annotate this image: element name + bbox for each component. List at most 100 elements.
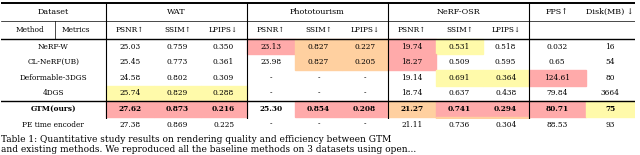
Bar <box>246 39 296 54</box>
Text: 79.84: 79.84 <box>547 89 568 97</box>
Text: 23.13: 23.13 <box>260 43 282 51</box>
Text: 4DGS: 4DGS <box>42 89 64 97</box>
Text: 0.736: 0.736 <box>449 121 470 129</box>
Text: 0.65: 0.65 <box>549 58 566 66</box>
Text: 80.71: 80.71 <box>546 105 569 113</box>
Text: 0.350: 0.350 <box>213 43 234 51</box>
Bar <box>483 117 529 132</box>
Bar <box>436 117 483 132</box>
Text: CL-NeRF(UB): CL-NeRF(UB) <box>27 58 79 66</box>
Text: 0.595: 0.595 <box>495 58 516 66</box>
Bar <box>200 101 246 117</box>
Text: 0.827: 0.827 <box>308 43 329 51</box>
Text: 0.216: 0.216 <box>212 105 235 113</box>
Bar <box>388 39 436 54</box>
Text: 0.827: 0.827 <box>308 58 329 66</box>
Text: 88.53: 88.53 <box>547 121 568 129</box>
Text: 23.98: 23.98 <box>260 58 282 66</box>
Text: -: - <box>364 74 366 82</box>
Text: 0.854: 0.854 <box>307 105 330 113</box>
Text: 93: 93 <box>605 121 615 129</box>
Text: 0.309: 0.309 <box>213 74 234 82</box>
Text: -: - <box>317 121 320 129</box>
Text: -: - <box>270 74 272 82</box>
Text: 21.27: 21.27 <box>401 105 424 113</box>
Bar <box>529 101 586 117</box>
Text: -: - <box>317 74 320 82</box>
Text: -: - <box>364 89 366 97</box>
Bar <box>342 39 388 54</box>
Text: 0.518: 0.518 <box>495 43 516 51</box>
Text: 19.74: 19.74 <box>401 43 423 51</box>
Text: 21.11: 21.11 <box>401 121 422 129</box>
Text: 27.38: 27.38 <box>120 121 141 129</box>
Text: 3664: 3664 <box>601 89 620 97</box>
Bar <box>296 39 342 54</box>
Text: 0.773: 0.773 <box>167 58 188 66</box>
Text: 0.304: 0.304 <box>495 121 516 129</box>
Bar <box>483 101 529 117</box>
Text: WAT: WAT <box>167 8 186 16</box>
Bar <box>436 70 483 86</box>
Text: 0.869: 0.869 <box>167 121 188 129</box>
Text: FPS↑: FPS↑ <box>546 8 569 16</box>
Bar <box>200 86 246 101</box>
Text: Method: Method <box>16 26 44 34</box>
Text: 0.531: 0.531 <box>449 43 470 51</box>
Text: -: - <box>364 121 366 129</box>
Bar <box>154 86 200 101</box>
Text: 0.361: 0.361 <box>213 58 234 66</box>
Bar <box>342 101 388 117</box>
Text: NeRF-OSR: NeRF-OSR <box>436 8 480 16</box>
Text: 0.637: 0.637 <box>449 89 470 97</box>
Text: Dataset: Dataset <box>38 8 68 16</box>
Text: SSIM↑: SSIM↑ <box>305 26 332 34</box>
Text: 0.032: 0.032 <box>547 43 568 51</box>
Text: -: - <box>270 121 272 129</box>
Text: 25.74: 25.74 <box>119 89 141 97</box>
Text: NeRF-W: NeRF-W <box>38 43 68 51</box>
Bar <box>388 101 436 117</box>
Text: LPIPS↓: LPIPS↓ <box>209 26 238 34</box>
Text: PSNR↑: PSNR↑ <box>257 26 285 34</box>
Text: 27.62: 27.62 <box>118 105 141 113</box>
Bar <box>436 39 483 54</box>
Bar <box>529 70 586 86</box>
Text: PSNR↑: PSNR↑ <box>116 26 144 34</box>
Text: 19.14: 19.14 <box>401 74 423 82</box>
Bar <box>296 101 342 117</box>
Bar <box>342 54 388 70</box>
Text: 54: 54 <box>605 58 615 66</box>
Text: Disk(MB) ↓: Disk(MB) ↓ <box>586 8 634 16</box>
Text: 16: 16 <box>605 43 615 51</box>
Bar <box>154 101 200 117</box>
Bar <box>106 101 154 117</box>
Text: GTM(ours): GTM(ours) <box>30 105 76 113</box>
Text: 0.227: 0.227 <box>354 43 375 51</box>
Text: 18.27: 18.27 <box>401 58 422 66</box>
Text: 0.691: 0.691 <box>449 74 470 82</box>
Bar <box>586 101 634 117</box>
Text: -: - <box>270 89 272 97</box>
Text: Table 1: Quantitative study results on rendering quality and efficiency between : Table 1: Quantitative study results on r… <box>1 135 416 154</box>
Text: 0.873: 0.873 <box>166 105 189 113</box>
Text: 124.61: 124.61 <box>544 74 570 82</box>
Text: PSNR↑: PSNR↑ <box>398 26 426 34</box>
Text: 0.509: 0.509 <box>449 58 470 66</box>
Text: 75: 75 <box>605 105 615 113</box>
Text: 0.741: 0.741 <box>448 105 471 113</box>
Bar <box>483 70 529 86</box>
Bar <box>436 101 483 117</box>
Bar <box>296 54 342 70</box>
Text: PE time encoder: PE time encoder <box>22 121 84 129</box>
Text: 25.30: 25.30 <box>259 105 283 113</box>
Bar <box>388 54 436 70</box>
Text: SSIM↑: SSIM↑ <box>446 26 473 34</box>
Text: 0.759: 0.759 <box>167 43 188 51</box>
Text: 80: 80 <box>605 74 615 82</box>
Text: 0.205: 0.205 <box>354 58 375 66</box>
Text: LPIPS↓: LPIPS↓ <box>350 26 379 34</box>
Text: 25.45: 25.45 <box>119 58 141 66</box>
Text: Deformable-3DGS: Deformable-3DGS <box>19 74 87 82</box>
Text: 0.288: 0.288 <box>213 89 234 97</box>
